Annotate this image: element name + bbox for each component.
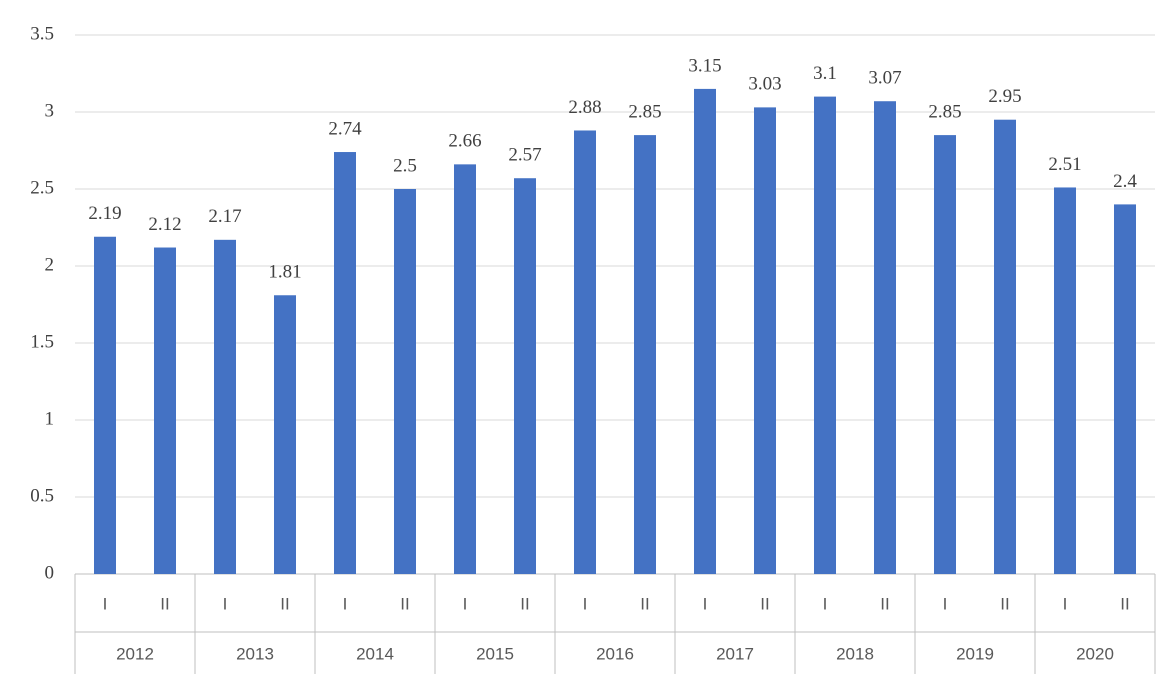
x-tick-label: I bbox=[463, 594, 468, 613]
bar bbox=[814, 96, 836, 574]
x-tick-label: I bbox=[1063, 594, 1068, 613]
x-tick-label: I bbox=[703, 594, 708, 613]
y-tick-label: 1.5 bbox=[30, 331, 54, 352]
x-tick-label: II bbox=[520, 594, 529, 613]
bar bbox=[154, 247, 176, 574]
y-tick-label: 3.5 bbox=[30, 23, 54, 44]
data-label: 3.03 bbox=[748, 74, 781, 95]
x-tick-label: II bbox=[400, 594, 409, 613]
bar bbox=[934, 135, 956, 574]
bar bbox=[754, 107, 776, 574]
bar bbox=[574, 130, 596, 575]
data-label: 2.74 bbox=[328, 118, 362, 139]
bar bbox=[214, 239, 236, 574]
group-label: 2015 bbox=[476, 644, 514, 663]
y-tick-label: 0 bbox=[45, 562, 55, 583]
data-label: 1.81 bbox=[268, 262, 301, 283]
group-label: 2018 bbox=[836, 644, 874, 663]
x-tick-label: I bbox=[583, 594, 588, 613]
x-tick-label: I bbox=[343, 594, 348, 613]
bar bbox=[514, 178, 536, 574]
data-label: 2.57 bbox=[508, 145, 541, 166]
x-tick-label: II bbox=[760, 594, 769, 613]
bar bbox=[634, 135, 656, 574]
data-label: 2.66 bbox=[448, 131, 481, 152]
bar bbox=[694, 88, 716, 575]
x-tick-label: II bbox=[880, 594, 889, 613]
x-tick-label: II bbox=[1120, 594, 1129, 613]
y-tick-label: 0.5 bbox=[30, 485, 54, 506]
y-tick-label: 3 bbox=[45, 100, 55, 121]
data-label: 2.95 bbox=[988, 86, 1021, 107]
bar bbox=[1114, 204, 1136, 574]
bar bbox=[994, 119, 1016, 574]
x-tick-label: I bbox=[223, 594, 228, 613]
data-label: 2.88 bbox=[568, 97, 601, 118]
bar bbox=[874, 101, 896, 574]
group-label: 2014 bbox=[356, 644, 394, 663]
data-label: 2.51 bbox=[1048, 154, 1081, 175]
group-label: 2020 bbox=[1076, 644, 1114, 663]
x-tick-label: II bbox=[640, 594, 649, 613]
data-label: 2.4 bbox=[1113, 171, 1137, 192]
bar bbox=[1054, 187, 1076, 574]
y-tick-label: 2 bbox=[45, 254, 55, 275]
data-label: 3.15 bbox=[688, 55, 721, 76]
x-tick-label: II bbox=[1000, 594, 1009, 613]
bar bbox=[454, 164, 476, 575]
bar bbox=[334, 152, 356, 575]
data-label: 3.1 bbox=[813, 63, 837, 84]
bar bbox=[394, 189, 416, 574]
group-label: 2019 bbox=[956, 644, 994, 663]
data-label: 2.12 bbox=[148, 214, 181, 235]
x-tick-label: II bbox=[280, 594, 289, 613]
data-label: 2.19 bbox=[88, 203, 121, 224]
y-tick-label: 2.5 bbox=[30, 177, 54, 198]
bar bbox=[94, 236, 116, 575]
x-tick-label: I bbox=[943, 594, 948, 613]
data-label: 3.07 bbox=[868, 68, 901, 89]
data-label: 2.17 bbox=[208, 206, 241, 227]
data-label: 2.5 bbox=[393, 155, 417, 176]
x-tick-label: II bbox=[160, 594, 169, 613]
data-label: 2.85 bbox=[628, 101, 661, 122]
bar bbox=[274, 295, 296, 574]
y-tick-label: 1 bbox=[45, 408, 55, 429]
x-tick-label: I bbox=[823, 594, 828, 613]
group-label: 2013 bbox=[236, 644, 274, 663]
group-label: 2017 bbox=[716, 644, 754, 663]
data-label: 2.85 bbox=[928, 101, 961, 122]
group-label: 2012 bbox=[116, 644, 154, 663]
x-tick-label: I bbox=[103, 594, 108, 613]
group-label: 2016 bbox=[596, 644, 634, 663]
